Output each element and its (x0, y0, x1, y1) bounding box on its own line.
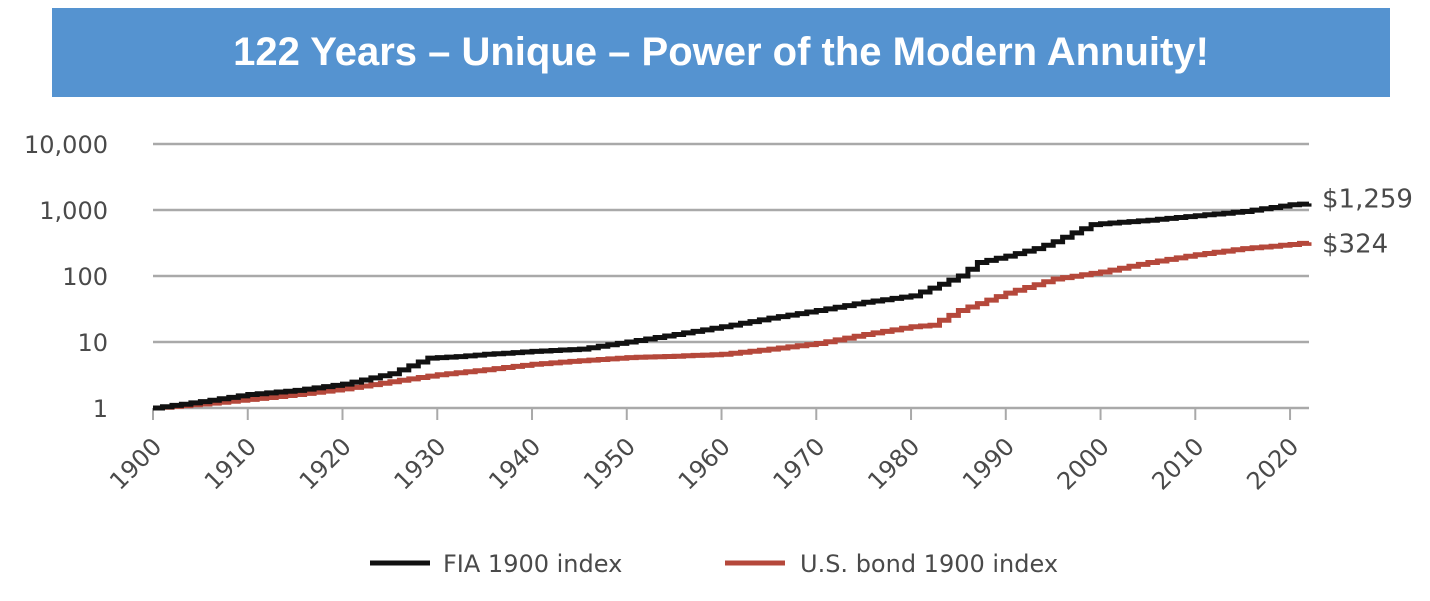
title-banner: 122 Years – Unique – Power of the Modern… (52, 8, 1390, 97)
x-tick-label: 2000 (1052, 432, 1115, 495)
x-tick-label: 1910 (199, 432, 262, 495)
end-labels: $324 $1,259 (1322, 184, 1413, 259)
series-line-0 (153, 201, 1312, 411)
y-tick-label: 1,000 (39, 197, 108, 225)
end-value-label: $324 (1322, 229, 1388, 259)
x-tick-label: 1960 (673, 432, 736, 495)
series-line-1 (153, 240, 1312, 411)
x-tick-label: 1980 (862, 432, 925, 495)
x-tick-label: 2010 (1147, 432, 1210, 495)
x-axis: 1900 1910 1920 1930 1940 1950 1960 1970 1980 1990… (104, 408, 1304, 495)
x-tick-label: 1900 (104, 432, 167, 495)
end-value-label: $1,259 (1322, 184, 1413, 214)
page-title: 122 Years – Unique – Power of the Modern… (233, 30, 1209, 74)
y-axis: 1 10 100 1,000 10,000 (24, 131, 108, 423)
x-tick-label: 1950 (578, 432, 641, 495)
y-tick-label: 1 (93, 395, 108, 423)
x-tick-label: 1970 (768, 432, 831, 495)
legend-label: FIA 1900 index (443, 550, 622, 578)
y-tick-label: 10 (77, 329, 108, 357)
y-tick-label: 100 (62, 263, 108, 291)
x-tick-label: 2020 (1241, 432, 1304, 495)
x-tick-label: 1940 (483, 432, 546, 495)
legend-label: U.S. bond 1900 index (800, 550, 1058, 578)
x-tick-label: 1990 (957, 432, 1020, 495)
grid-lines (153, 142, 1309, 410)
y-tick-label: 10,000 (24, 131, 108, 159)
legend: FIA 1900 index U.S. bond 1900 index (370, 550, 1058, 578)
series-group (153, 201, 1312, 411)
x-tick-label: 1930 (389, 432, 452, 495)
x-tick-label: 1920 (294, 432, 357, 495)
